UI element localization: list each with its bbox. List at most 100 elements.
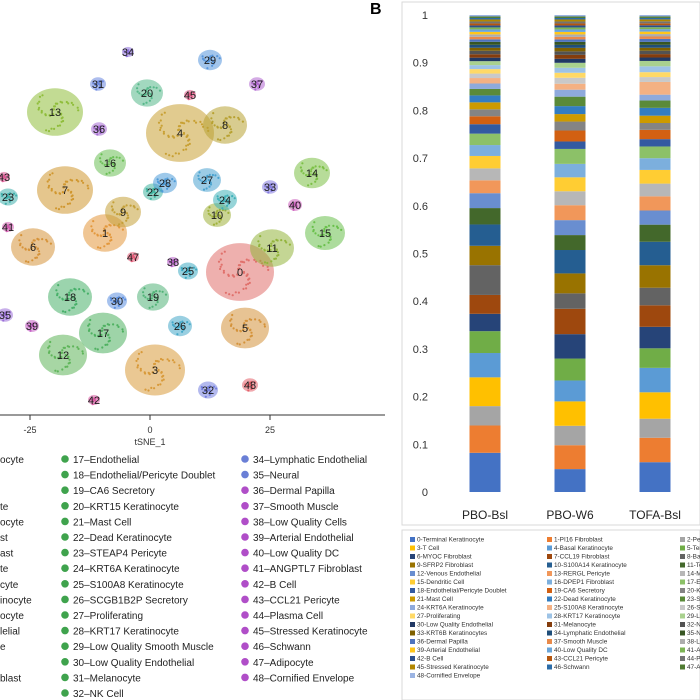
tsne-cluster-16: [94, 149, 126, 177]
bar-segment: [639, 25, 671, 28]
tsne-cluster-19: [137, 283, 169, 311]
tsne-cell-point: [121, 330, 124, 333]
tsne-cell-point: [71, 179, 74, 182]
tsne-cell-point: [108, 323, 111, 326]
x-tick-label: PBO-Bsl: [462, 508, 508, 522]
legend-entry: 40-Low Quality DC: [554, 647, 608, 654]
tsne-cell-point: [118, 223, 121, 226]
bar-segment: [554, 31, 586, 35]
tsne-cell-point: [112, 156, 115, 159]
legend-entry: 22-Dead Keratinocyte: [554, 596, 616, 603]
legend-entry: 11-Te: [687, 562, 700, 569]
tsne-cell-point: [116, 324, 119, 327]
tsne-cell-point: [245, 287, 248, 290]
bar-segment: [469, 39, 501, 42]
tsne-cluster-label: 45: [184, 90, 196, 102]
tsne-cell-point: [93, 232, 96, 235]
tsne-cell-point: [180, 266, 183, 270]
tsne-cell-point: [223, 199, 226, 203]
tsne-cluster-label: 37: [251, 79, 263, 91]
tsne-cell-point: [318, 165, 321, 168]
tsne-cell-point: [89, 318, 92, 322]
tsne-legend-swatch: [61, 533, 69, 541]
bar-segment: [554, 425, 586, 446]
tsne-cell-point: [48, 114, 51, 117]
tsne-cell-point: [121, 207, 124, 210]
tsne-cell-point: [106, 343, 109, 346]
y-tick-label: 1: [422, 10, 428, 22]
legend-swatch: [547, 647, 552, 653]
tsne-cell-point: [215, 222, 218, 225]
tsne-legend-entry: 26–SCGB1B2P Secretory: [73, 595, 188, 606]
tsne-legend-swatch: [61, 595, 69, 604]
legend-swatch: [410, 673, 415, 678]
tsne-cell-point: [228, 293, 231, 296]
tsne-cell-point: [159, 119, 162, 122]
tsne-cell-point: [81, 352, 84, 355]
bar-segment: [554, 36, 586, 40]
bar-segment: [469, 353, 501, 378]
tsne-legend-entry-fragment: te: [0, 502, 9, 513]
tsne-cell-point: [209, 183, 213, 186]
bar-segment: [554, 163, 586, 178]
tsne-cell-point: [173, 180, 176, 183]
legend-entry: 38-Lo: [687, 639, 700, 646]
tsne-cell-point: [70, 198, 73, 201]
tsne-cell-point: [237, 291, 240, 294]
tsne-cell-point: [163, 179, 166, 182]
tsne-cell-point: [159, 128, 162, 132]
tsne-cell-point: [152, 366, 155, 369]
tsne-cell-point: [212, 112, 215, 115]
tsne-cell-point: [219, 265, 222, 268]
tsne-cell-point: [64, 310, 67, 314]
tsne-legend: ocyte te ocyte st ast te cyte inocyte ocyte lelia…: [0, 455, 368, 700]
tsne-cell-point: [37, 253, 40, 256]
tsne-cell-point: [219, 258, 222, 261]
bar-segment: [469, 15, 501, 17]
tsne-cell-point: [142, 93, 145, 96]
tsne-cell-point: [209, 214, 212, 217]
tsne-cell-point: [182, 327, 185, 330]
bar-segment: [469, 116, 501, 125]
tsne-cell-point: [32, 327, 36, 330]
tsne-cell-point: [227, 273, 230, 276]
tsne-legend-swatch: [61, 626, 69, 635]
tsne-cell-point: [38, 100, 41, 103]
legend-swatch: [547, 545, 552, 551]
bar-segment: [639, 21, 671, 24]
tsne-cell-point: [250, 387, 253, 390]
tsne-cell-point: [150, 297, 153, 300]
tsne-cell-point: [68, 293, 71, 296]
bar-segment: [469, 54, 501, 58]
tsne-cell-point: [166, 358, 169, 361]
legend-entry: 20-KR: [687, 588, 700, 595]
tsne-cell-point: [188, 93, 191, 96]
tsne-cell-point: [211, 54, 214, 57]
tsne-cell-point: [68, 345, 71, 348]
tsne-cell-point: [159, 126, 162, 129]
tsne-cell-point: [242, 324, 246, 327]
tsne-cell-point: [104, 332, 107, 335]
tsne-legend-entry: 42–B Cell: [253, 580, 296, 591]
tsne-legend-entry: 47–Adipocyte: [253, 658, 314, 669]
tsne-cluster-label: 6: [30, 242, 36, 254]
tsne-x-label: tSNE_1: [134, 437, 165, 447]
tsne-cell-point: [100, 153, 103, 156]
tsne-cell-point: [113, 167, 116, 170]
tsne-cell-point: [108, 234, 111, 237]
tsne-cell-point: [136, 208, 139, 211]
tsne-cell-point: [67, 189, 70, 192]
tsne-cell-point: [209, 179, 212, 183]
tsne-cell-point: [9, 199, 12, 202]
tsne-cell-point: [121, 228, 124, 231]
tsne-cell-point: [56, 102, 59, 105]
bar-segment: [639, 15, 671, 17]
tsne-cell-point: [218, 199, 221, 202]
legend-entry: 31-Melanocyte: [554, 622, 596, 629]
tsne-cluster-label: 8: [222, 120, 228, 132]
bar-segment: [469, 331, 501, 354]
tsne-cell-point: [44, 113, 47, 116]
tsne-cell-point: [51, 113, 54, 116]
tsne-cell-point: [135, 359, 138, 362]
tsne-cell-point: [72, 103, 75, 106]
